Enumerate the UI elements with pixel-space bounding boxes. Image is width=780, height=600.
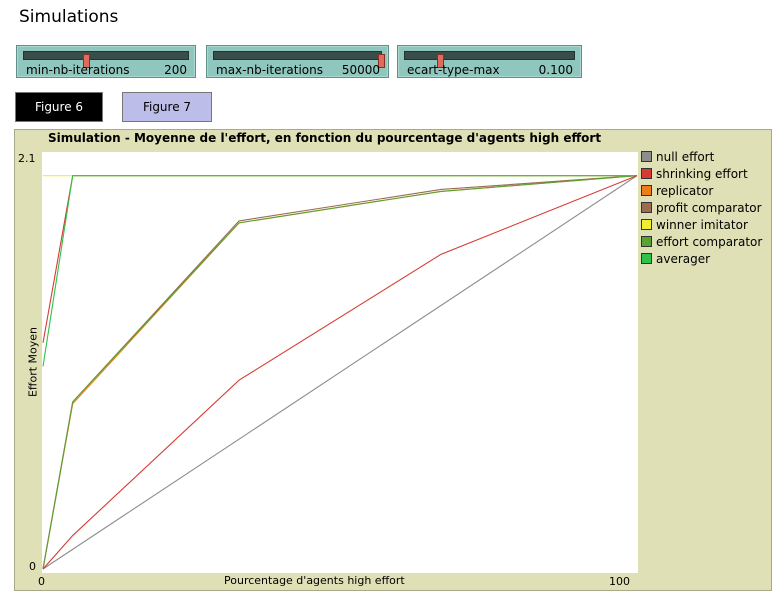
series-line-shrinking-effort-lower- — [42, 175, 638, 570]
x-tick-max: 100 — [609, 575, 630, 588]
figure-7-button[interactable]: Figure 7 — [122, 92, 212, 122]
legend-label: effort comparator — [656, 234, 763, 249]
legend-item: profit comparator — [641, 199, 762, 216]
legend-swatch — [641, 219, 652, 230]
plot-area — [42, 152, 638, 573]
legend-label: winner imitator — [656, 217, 748, 232]
legend-swatch — [641, 202, 652, 213]
legend-label: null effort — [656, 149, 715, 164]
page-title: Simulations — [19, 7, 119, 27]
legend-label: averager — [656, 251, 711, 266]
chart-svg — [42, 175, 638, 570]
slider-label: min-nb-iterations — [26, 63, 130, 77]
chart-title: Simulation - Moyenne de l'effort, en fon… — [48, 131, 602, 145]
series-line-averager — [42, 175, 637, 367]
legend-item: replicator — [641, 182, 762, 199]
slider-track[interactable] — [213, 51, 385, 68]
legend-swatch — [641, 253, 652, 264]
legend-item: winner imitator — [641, 216, 762, 233]
y-tick-max: 2.1 — [18, 152, 36, 165]
series-line-null-effort — [42, 175, 638, 570]
slider-thumb[interactable] — [378, 54, 385, 68]
legend-item: shrinking effort — [641, 165, 762, 182]
slider-value: 0.100 — [538, 63, 573, 77]
min-nb-iterations-slider[interactable]: min-nb-iterations 200 — [16, 45, 196, 78]
legend-swatch — [641, 185, 652, 196]
legend-label: replicator — [656, 183, 714, 198]
legend-label: shrinking effort — [656, 166, 748, 181]
legend-item: effort comparator — [641, 233, 762, 250]
series-line-effort-comparator — [42, 175, 638, 570]
slider-value: 200 — [164, 63, 187, 77]
legend-item: averager — [641, 250, 762, 267]
legend-swatch — [641, 168, 652, 179]
legend-item: null effort — [641, 148, 762, 165]
slider-label: ecart-type-max — [407, 63, 500, 77]
slider-thumb[interactable] — [437, 54, 445, 68]
y-axis-label: Effort Moyen — [26, 326, 40, 398]
slider-track[interactable] — [23, 51, 189, 68]
max-nb-iterations-slider[interactable]: max-nb-iterations 50000 — [206, 45, 389, 78]
legend-label: profit comparator — [656, 200, 762, 215]
ecart-type-max-slider[interactable]: ecart-type-max 0.100 — [397, 45, 582, 78]
y-tick-min: 0 — [29, 560, 36, 573]
figure-6-button[interactable]: Figure 6 — [15, 92, 103, 122]
x-axis-label: Pourcentage d'agents high effort — [224, 574, 405, 587]
x-tick-min: 0 — [38, 575, 45, 588]
slider-value: 50000 — [341, 63, 380, 77]
legend: null effort shrinking effort replicator … — [641, 148, 762, 267]
slider-thumb[interactable] — [83, 54, 91, 68]
legend-swatch — [641, 151, 652, 162]
slider-label: max-nb-iterations — [216, 63, 323, 77]
slider-track[interactable] — [404, 51, 575, 68]
legend-swatch — [641, 236, 652, 247]
